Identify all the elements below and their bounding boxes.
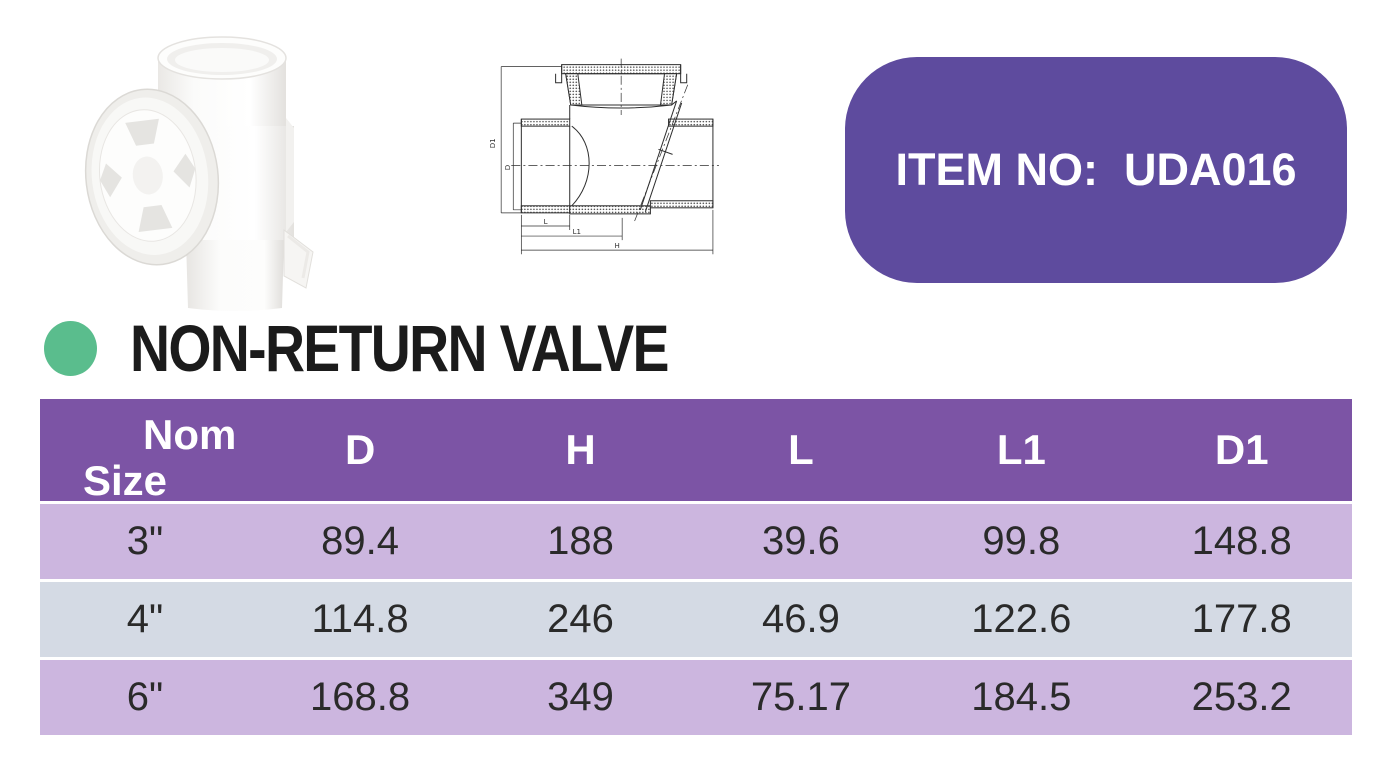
cell-d: 114.8 — [311, 597, 409, 641]
spec-table: Nom Size D H L L1 D1 3" 89.4 188 39.6 99… — [40, 399, 1352, 735]
cell-size: 4" — [126, 597, 164, 641]
cell-l1: 184.5 — [971, 675, 1072, 719]
header-size-line: Size — [83, 457, 168, 502]
item-no-badge: ITEM NO: UDA016 — [845, 57, 1347, 283]
cell-size: 6" — [126, 675, 164, 719]
cell-l: 46.9 — [761, 597, 840, 641]
cell-h: 349 — [547, 675, 614, 719]
item-no-value: UDA016 — [1123, 144, 1297, 195]
table-row: 4" 114.8 246 46.9 122.6 177.8 — [40, 582, 1352, 657]
section-bullet-icon — [44, 320, 97, 376]
table-row: 3" 89.4 188 39.6 99.8 148.8 — [40, 504, 1352, 579]
cell-size: 3" — [126, 519, 164, 563]
dim-label-d1: D1 — [488, 138, 497, 148]
cell-d1: 177.8 — [1191, 597, 1292, 641]
cell-d1: 253.2 — [1191, 675, 1292, 719]
cell-l: 75.17 — [750, 675, 851, 719]
page-title: NON-RETURN VALVE — [130, 311, 669, 385]
valve-section-drawing: D1 D L L1 H — [488, 58, 719, 255]
product-photo — [70, 22, 335, 312]
dim-label-d: D — [503, 164, 512, 170]
cell-d: 89.4 — [321, 519, 400, 563]
technical-drawing: D1 D L L1 H — [481, 56, 723, 284]
cell-d: 168.8 — [310, 675, 411, 719]
col-header-nom-size: Nom Size — [40, 399, 250, 502]
cell-h: 188 — [547, 519, 614, 563]
valve-photo-illustration — [84, 36, 314, 311]
col-header-d1: D1 — [1214, 426, 1269, 473]
dim-label-l: L — [544, 217, 548, 226]
col-header-d: D — [344, 426, 376, 473]
header-nom-line: Nom — [143, 411, 237, 458]
cell-l1: 122.6 — [971, 597, 1072, 641]
dim-label-h: H — [614, 241, 619, 250]
cell-l1: 99.8 — [982, 519, 1061, 563]
cell-d1: 148.8 — [1191, 519, 1292, 563]
section-title-row: NON-RETURN VALVE — [44, 311, 770, 385]
col-header-l: L — [788, 426, 814, 473]
table-row: 6" 168.8 349 75.17 184.5 253.2 — [40, 660, 1352, 735]
col-header-l1: L1 — [996, 426, 1046, 473]
dim-label-l1: L1 — [573, 227, 581, 236]
item-no-label: ITEM NO: — [895, 144, 1098, 195]
valve-cap — [84, 88, 220, 266]
col-header-h: H — [565, 426, 596, 473]
cell-h: 246 — [547, 597, 614, 641]
table-header-row: Nom Size D H L L1 D1 — [40, 399, 1352, 501]
cell-l: 39.6 — [761, 519, 840, 563]
